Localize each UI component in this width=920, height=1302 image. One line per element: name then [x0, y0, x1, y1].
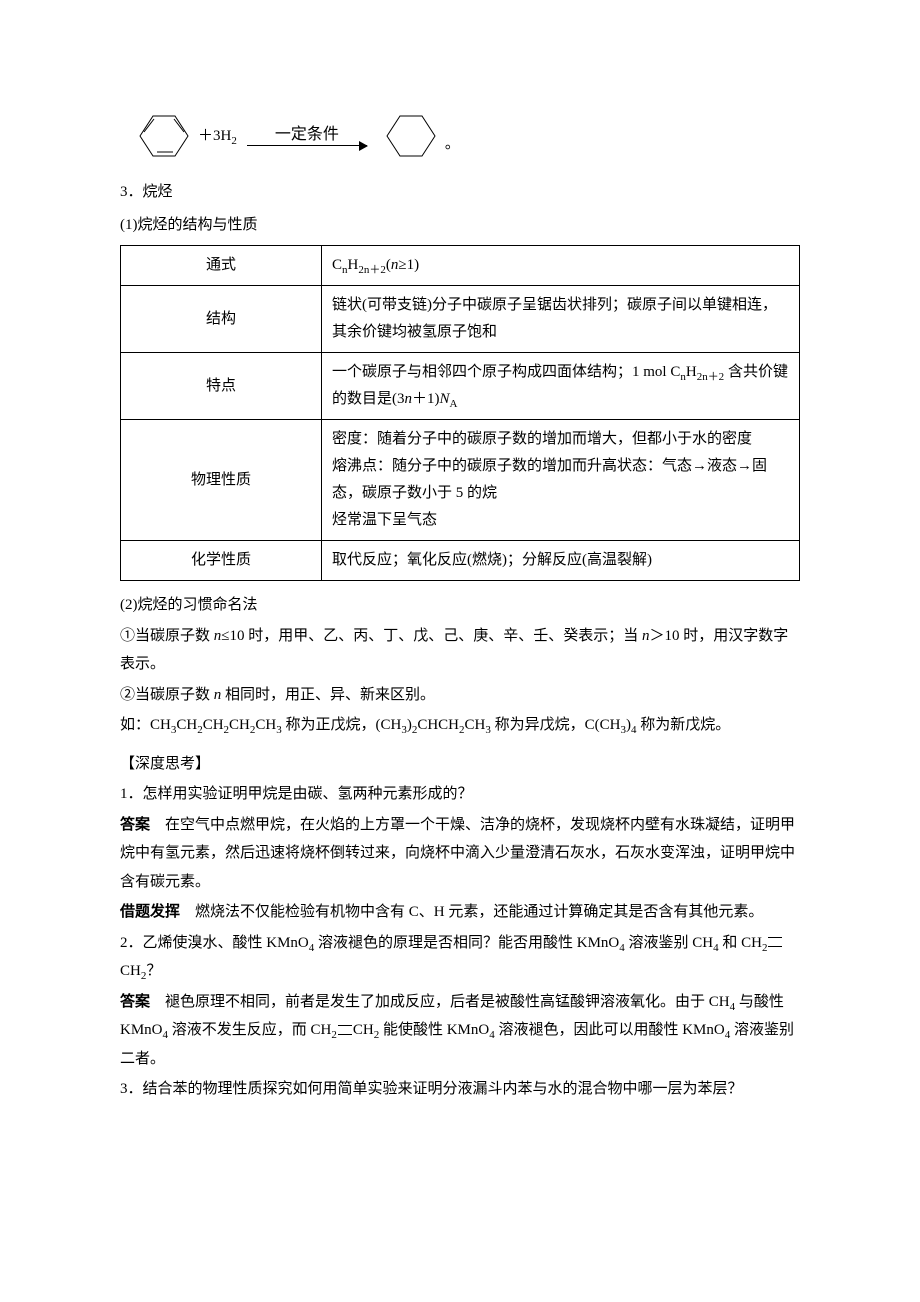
plus-3h2: ＋3H2 [198, 122, 237, 151]
naming-p1: ①当碳原子数 n≤10 时，用甲、乙、丙、丁、戊、己、庚、辛、壬、癸表示；当 n… [120, 622, 800, 679]
q1-extension: 借题发挥 燃烧法不仅能检验有机物中含有 C、H 元素，还能通过计算确定其是否含有… [120, 898, 800, 927]
reaction-equation: ＋3H2 一定条件 。 [130, 110, 800, 162]
table-row-content: 一个碳原子与相邻四个原子构成四面体结构；1 mol CnH2n＋2 含共价键的数… [322, 353, 800, 420]
naming-head: (2)烷烃的习惯命名法 [120, 591, 800, 620]
table-row-label: 通式 [121, 246, 322, 286]
answer-label: 答案 [120, 817, 150, 833]
cyclohexane-icon [377, 110, 439, 162]
equation-period: 。 [445, 130, 460, 159]
q2-answer: 答案 褪色原理不相同，前者是发生了加成反应，后者是被酸性高锰酸钾溶液氧化。由于 … [120, 988, 800, 1074]
alkane-property-table: 通式CnH2n＋2(n≥1)结构链状(可带支链)分子中碳原子呈锯齿状排列；碳原子… [120, 245, 800, 581]
reaction-arrow: 一定条件 [247, 127, 367, 146]
section-3-sub1: (1)烷烃的结构与性质 [120, 211, 800, 240]
q1-question: 1．怎样用实验证明甲烷是由碳、氢两种元素形成的？ [120, 780, 800, 809]
naming-p3: 如：CH3CH2CH2CH2CH3 称为正戊烷，(CH3)2CHCH2CH3 称… [120, 711, 800, 740]
double-bond-icon [338, 1025, 352, 1035]
table-row-label: 物理性质 [121, 420, 322, 541]
table-row: 化学性质取代反应；氧化反应(燃烧)；分解反应(高温裂解) [121, 541, 800, 581]
table-row: 通式CnH2n＋2(n≥1) [121, 246, 800, 286]
table-row: 特点一个碳原子与相邻四个原子构成四面体结构；1 mol CnH2n＋2 含共价键… [121, 353, 800, 420]
table-row: 物理性质密度：随着分子中的碳原子数的增加而增大，但都小于水的密度熔沸点：随分子中… [121, 420, 800, 541]
deep-thinking-title: 【深度思考】 [120, 750, 800, 779]
table-row: 结构链状(可带支链)分子中碳原子呈锯齿状排列；碳原子间以单键相连，其余价键均被氢… [121, 286, 800, 353]
q2-question: 2．乙烯使溴水、酸性 KMnO4 溶液褪色的原理是否相同？能否用酸性 KMnO4… [120, 929, 800, 986]
table-row-label: 化学性质 [121, 541, 322, 581]
double-bond-icon [768, 937, 782, 947]
answer-label: 答案 [120, 994, 150, 1010]
table-row-content: 链状(可带支链)分子中碳原子呈锯齿状排列；碳原子间以单键相连，其余价键均被氢原子… [322, 286, 800, 353]
table-row-label: 结构 [121, 286, 322, 353]
extension-label: 借题发挥 [120, 904, 180, 920]
q3-question: 3．结合苯的物理性质探究如何用简单实验来证明分液漏斗内苯与水的混合物中哪一层为苯… [120, 1075, 800, 1104]
table-row-content: CnH2n＋2(n≥1) [322, 246, 800, 286]
cyclohexatriene-icon [130, 110, 192, 162]
q1-answer: 答案 在空气中点燃甲烷，在火焰的上方罩一个干燥、洁净的烧杯，发现烧杯内壁有水珠凝… [120, 811, 800, 897]
naming-p2: ②当碳原子数 n 相同时，用正、异、新来区别。 [120, 681, 800, 710]
table-row-label: 特点 [121, 353, 322, 420]
table-row-content: 取代反应；氧化反应(燃烧)；分解反应(高温裂解) [322, 541, 800, 581]
table-row-content: 密度：随着分子中的碳原子数的增加而增大，但都小于水的密度熔沸点：随分子中的碳原子… [322, 420, 800, 541]
section-3-title: 3．烷烃 [120, 178, 800, 207]
